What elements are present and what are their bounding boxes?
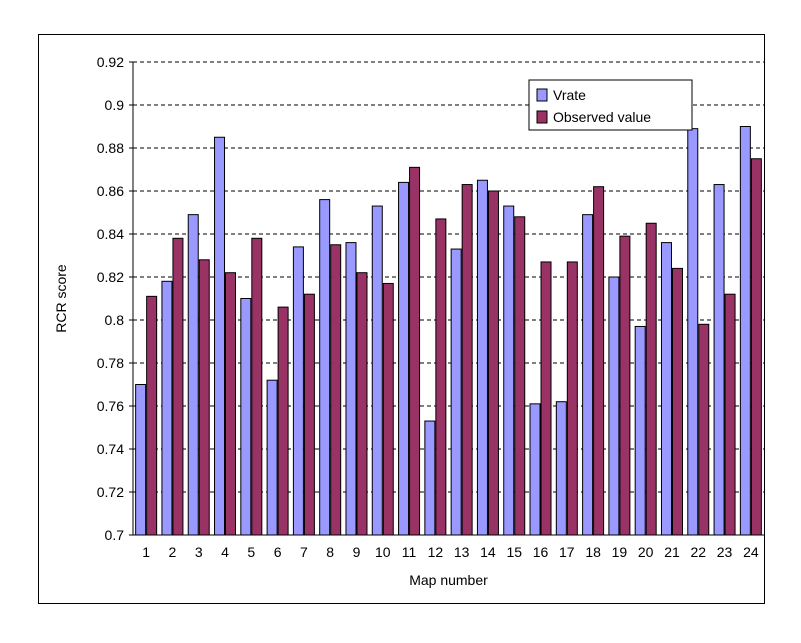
x-tick-label: 20 [638,544,654,560]
bar-observed-value-24 [750,158,762,536]
x-tick-label: 9 [353,544,361,560]
legend-swatch-vrate [536,88,548,102]
bar-vrate-7 [292,246,304,536]
bar-vrate-22 [687,128,699,536]
bar-observed-value-15 [514,216,526,536]
y-tick-label: 0.9 [105,97,125,113]
bar-vrate-17 [555,401,567,536]
x-tick-label: 13 [454,544,470,560]
y-tick-label: 0.74 [97,441,124,457]
bar-observed-value-8 [330,244,342,536]
bar-observed-value-6 [277,306,289,536]
y-tick-label: 0.84 [97,226,124,242]
legend: Vrate Observed value [528,79,693,131]
bar-observed-value-22 [698,323,710,536]
tick-labels: 0.7 0.72 0.74 0.76 0.78 0.8 0.82 0.84 0.86 0.88 0.… [97,54,759,560]
bar-observed-value-21 [671,267,683,536]
axes [129,61,764,536]
x-tick-label: 16 [533,544,549,560]
chart-frame: 0.7 0.72 0.74 0.76 0.78 0.8 0.82 0.84 0.86 0.88 0.… [38,34,765,604]
y-tick-label: 0.8 [105,312,125,328]
bar-observed-value-10 [382,282,394,536]
x-tick-label: 5 [247,544,255,560]
legend-swatch-observed-value [536,110,548,124]
x-tick-label: 17 [559,544,575,560]
bar-vrate-8 [319,199,331,536]
bar-observed-value-3 [198,259,210,536]
bar-observed-value-4 [225,272,237,536]
x-tick-label: 2 [169,544,177,560]
bar-vrate-5 [240,298,252,536]
bar-observed-value-18 [593,186,605,536]
x-tick-label: 3 [195,544,203,560]
bar-vrate-20 [634,325,646,536]
y-tick-label: 0.82 [97,269,124,285]
bar-vrate-23 [713,184,725,536]
bar-observed-value-13 [461,184,473,536]
bar-observed-value-23 [724,293,736,536]
bar-vrate-2 [161,280,173,536]
y-tick-label: 0.7 [105,527,125,543]
bar-vrate-4 [214,136,226,536]
bar-observed-value-1 [146,295,158,536]
bar-observed-value-7 [303,293,315,536]
bar-vrate-11 [398,181,410,536]
bar-observed-value-14 [487,190,499,536]
y-tick-label: 0.72 [97,484,124,500]
bar-vrate-9 [345,242,357,536]
bar-observed-value-20 [645,222,657,536]
x-tick-label: 10 [375,544,391,560]
y-tick-label: 0.76 [97,398,124,414]
x-tick-label: 4 [221,544,229,560]
bar-observed-value-17 [566,261,578,536]
x-axis-title: Map number [409,572,488,588]
bar-vrate-10 [371,205,383,536]
legend-label-vrate: Vrate [553,87,586,103]
y-tick-label: 0.88 [97,140,124,156]
x-tick-label: 8 [326,544,334,560]
bar-vrate-3 [187,214,199,536]
bar-observed-value-2 [172,237,184,536]
bar-vrate-18 [582,214,594,536]
x-tick-label: 14 [480,544,496,560]
bar-observed-value-5 [251,237,263,536]
x-tick-label: 22 [690,544,706,560]
bar-vrate-19 [608,276,620,536]
x-tick-label: 18 [585,544,601,560]
x-tick-label: 21 [664,544,680,560]
legend-label-observed-value: Observed value [553,109,651,125]
bar-vrate-1 [135,384,147,536]
bar-observed-value-16 [540,261,552,536]
bar-chart: 0.7 0.72 0.74 0.76 0.78 0.8 0.82 0.84 0.86 0.88 0.… [53,54,764,588]
x-tick-label: 1 [142,544,150,560]
x-tick-label: 15 [506,544,522,560]
bar-vrate-21 [660,242,672,536]
x-tick-label: 24 [743,544,759,560]
bar-vrate-15 [503,205,515,536]
bar-observed-value-19 [619,235,631,536]
bar-vrate-16 [529,403,541,536]
x-tick-label: 23 [717,544,733,560]
bars [135,126,762,536]
legend-box [528,79,693,131]
bar-vrate-24 [739,126,751,536]
bar-vrate-6 [266,379,278,536]
x-tick-label: 12 [428,544,444,560]
bar-vrate-14 [476,179,488,536]
x-tick-label: 7 [300,544,308,560]
x-tick-label: 11 [402,544,417,560]
y-axis-title: RCR score [53,264,69,333]
bar-vrate-13 [450,248,462,536]
bar-vrate-12 [424,420,436,536]
bar-observed-value-11 [409,166,421,536]
y-tick-label: 0.78 [97,355,124,371]
y-tick-label: 0.92 [97,54,124,70]
y-tick-label: 0.86 [97,183,124,199]
x-tick-label: 19 [612,544,628,560]
x-tick-label: 6 [274,544,282,560]
bar-observed-value-9 [356,272,368,536]
bar-observed-value-12 [435,218,447,536]
